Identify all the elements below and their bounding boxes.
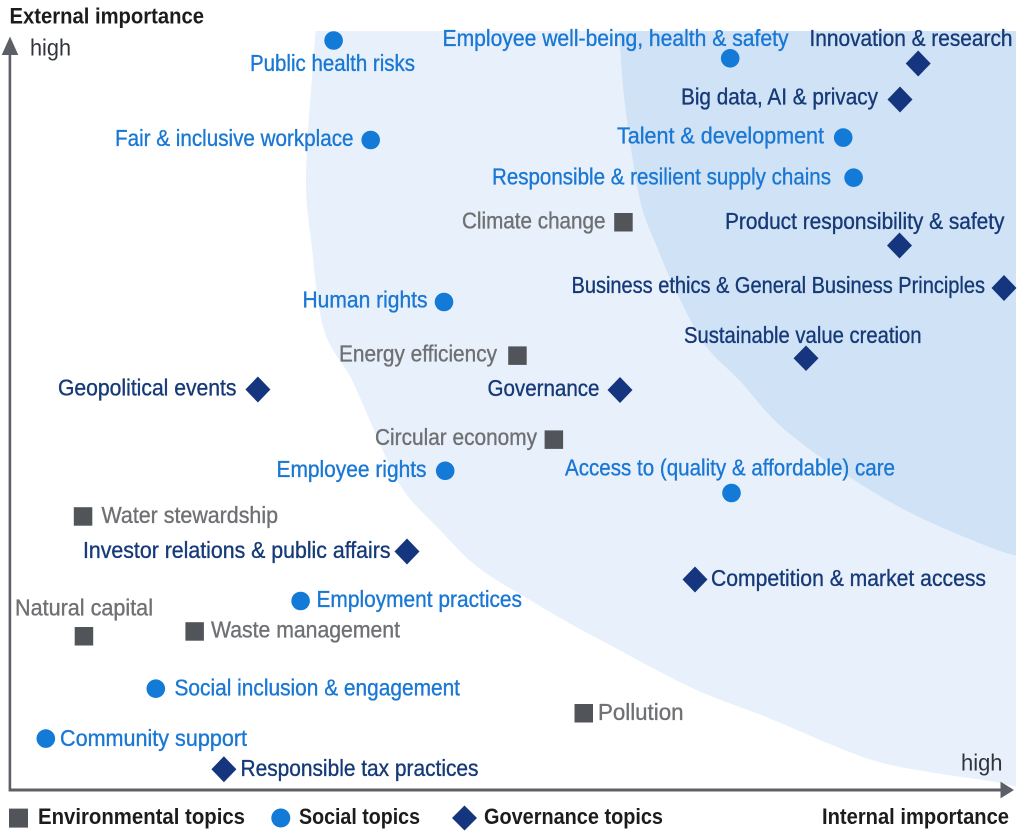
svg-text:Employment practices: Employment practices [317, 586, 523, 612]
svg-text:Circular economy: Circular economy [375, 424, 537, 450]
svg-text:Energy efficiency: Energy efficiency [339, 341, 497, 367]
svg-text:Environmental topics: Environmental topics [38, 804, 245, 829]
svg-text:high: high [30, 35, 71, 61]
svg-text:Pollution: Pollution [598, 699, 684, 725]
svg-text:External importance: External importance [10, 4, 205, 29]
svg-text:Waste management: Waste management [211, 617, 401, 643]
svg-text:Responsible & resilient supply: Responsible & resilient supply chains [492, 164, 831, 190]
svg-text:Talent & development: Talent & development [617, 123, 825, 149]
svg-text:Innovation & research: Innovation & research [810, 25, 1013, 51]
svg-text:Governance: Governance [488, 375, 600, 401]
svg-text:high: high [961, 750, 1003, 776]
svg-text:Social topics: Social topics [299, 804, 420, 829]
svg-text:Human rights: Human rights [303, 287, 428, 313]
svg-text:Product responsibility & safet: Product responsibility & safety [725, 208, 1005, 234]
svg-text:Water stewardship: Water stewardship [102, 502, 279, 528]
svg-text:Climate change: Climate change [462, 208, 606, 234]
svg-text:Big data, AI & privacy: Big data, AI & privacy [681, 84, 878, 110]
svg-text:Employee rights: Employee rights [277, 456, 427, 482]
svg-text:Geopolitical events: Geopolitical events [58, 375, 237, 401]
svg-text:Sustainable value creation: Sustainable value creation [684, 322, 922, 348]
svg-text:Investor relations & public af: Investor relations & public affairs [83, 537, 391, 563]
svg-text:Public health risks: Public health risks [250, 50, 415, 76]
svg-text:Fair & inclusive workplace: Fair & inclusive workplace [115, 125, 354, 151]
svg-text:Community support: Community support [60, 725, 248, 751]
svg-text:Natural capital: Natural capital [15, 595, 153, 621]
svg-text:Employee well-being, health &: Employee well-being, health & safety [443, 25, 789, 51]
svg-text:Governance topics: Governance topics [484, 804, 663, 829]
svg-text:Access to (quality & affordabl: Access to (quality & affordable) care [565, 454, 895, 480]
svg-text:Competition & market access: Competition & market access [711, 565, 986, 591]
svg-text:Internal importance: Internal importance [822, 804, 1009, 829]
svg-text:Social inclusion & engagement: Social inclusion & engagement [175, 675, 461, 701]
svg-text:Business ethics & General Busi: Business ethics & General Business Princ… [572, 272, 986, 298]
svg-text:Responsible tax practices: Responsible tax practices [241, 755, 479, 781]
